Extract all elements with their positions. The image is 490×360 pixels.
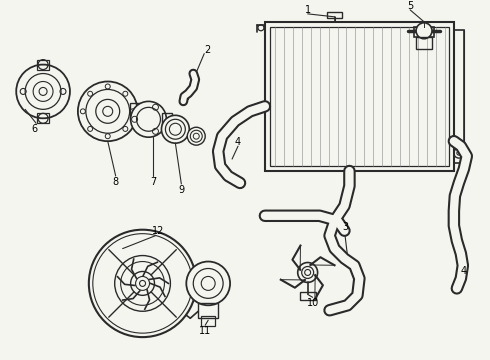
Bar [130,103,142,119]
Bar [416,37,432,49]
Text: 3: 3 [343,222,348,232]
Circle shape [131,271,154,295]
Text: 9: 9 [178,185,184,195]
Text: 2: 2 [204,45,210,55]
Text: 12: 12 [152,226,165,236]
Text: 11: 11 [199,326,211,336]
Circle shape [298,262,318,282]
Bar [454,30,464,163]
Bar [265,22,454,171]
Text: 1: 1 [305,5,311,15]
Bar [326,12,343,18]
Bar [163,113,172,125]
Text: 6: 6 [31,124,37,134]
Circle shape [16,64,70,118]
Bar [414,27,434,37]
Circle shape [89,230,196,337]
Circle shape [186,261,230,305]
Circle shape [161,115,189,143]
Circle shape [78,81,138,141]
Bar [201,316,215,326]
Circle shape [187,127,205,145]
Text: 4: 4 [235,137,241,147]
Circle shape [416,23,432,39]
Text: 7: 7 [150,177,157,187]
Text: 8: 8 [113,177,119,187]
Text: 4: 4 [461,266,467,276]
Circle shape [131,102,167,137]
Circle shape [115,256,171,311]
Bar [37,60,49,69]
Bar [198,303,218,318]
Bar [300,292,316,300]
Text: 10: 10 [307,298,319,308]
Bar [270,27,449,166]
Text: 5: 5 [407,1,413,11]
Bar [37,113,49,123]
